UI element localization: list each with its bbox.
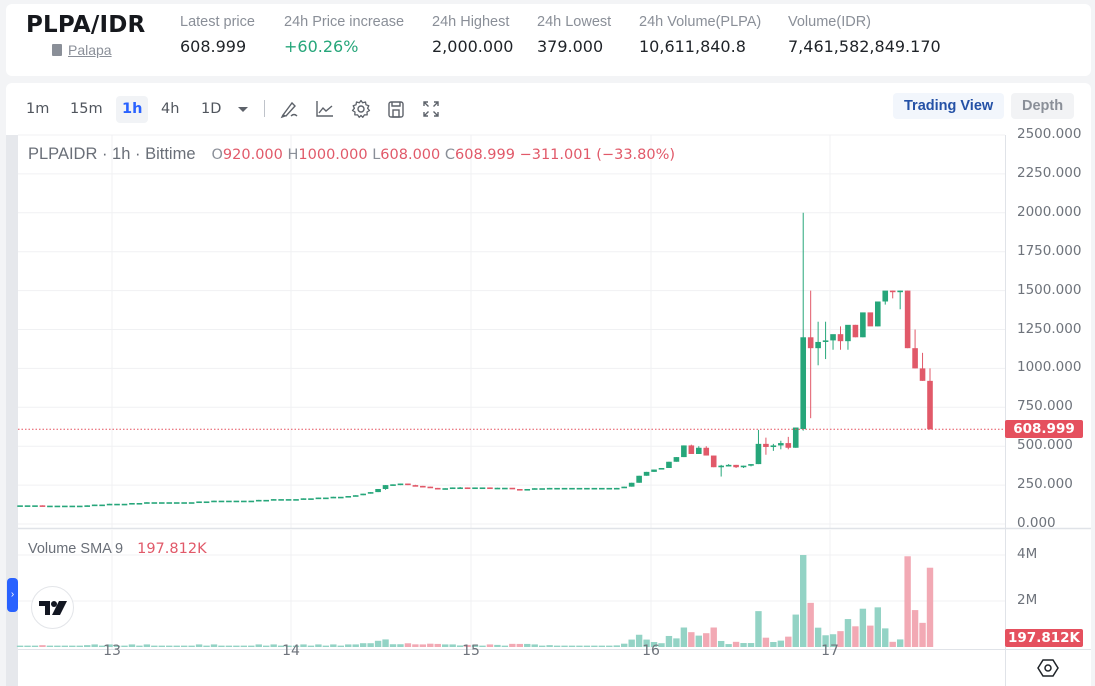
drawing-sidebar-collapsed <box>6 135 18 686</box>
change-value: −311.001 (−33.80%) <box>519 147 676 163</box>
chevron-down-icon[interactable] <box>232 98 254 120</box>
coin-name[interactable]: Palapa <box>68 42 112 58</box>
last-price-label: 608.999 <box>1005 420 1083 438</box>
price-axis-label: 1750.000 <box>1017 242 1082 259</box>
expand-sidebar-button[interactable]: › <box>7 578 18 612</box>
stat-24h-volume-base: 24h Volume(PLPA) 10,611,840.8 <box>639 14 762 56</box>
price-axis-label: 750.000 <box>1017 398 1073 415</box>
last-volume-label: 197.812K <box>1005 629 1083 647</box>
symbol-label: PLPAIDR · 1h · Bittime <box>28 145 196 163</box>
volume-axis-label: 2M <box>1017 592 1038 608</box>
chart-toolbar: 1m 15m 1h 4h 1D Trading View Depth <box>6 83 1091 133</box>
time-axis-label: 15 <box>462 643 480 659</box>
price-axis-label: 250.000 <box>1017 476 1073 493</box>
tab-1h[interactable]: 1h <box>116 96 149 123</box>
price-axis-label: 1250.000 <box>1017 320 1082 337</box>
volume-legend: Volume SMA 9 197.812K <box>28 541 207 557</box>
time-axis-label: 14 <box>282 643 300 659</box>
stat-24h-low: 24h Lowest 379.000 <box>537 14 612 56</box>
ohlc-values: O920.000 H1000.000 L608.000 C608.999 −31… <box>211 147 676 163</box>
price-axis-label: 1000.000 <box>1017 359 1082 376</box>
time-axis-label: 13 <box>103 643 121 659</box>
trading-view-tab[interactable]: Trading View <box>893 93 1005 119</box>
save-icon[interactable] <box>385 98 407 120</box>
stat-24h-high: 24h Highest 2,000.000 <box>432 14 514 56</box>
chart-card: 1m 15m 1h 4h 1D Trading View Depth › PLP… <box>6 83 1091 686</box>
coin-info-link[interactable]: Palapa <box>52 42 112 58</box>
volume-axis-label: 4M <box>1017 546 1038 562</box>
tab-15m[interactable]: 15m <box>70 101 103 117</box>
pair-title: PLPA/IDR <box>26 12 146 38</box>
depth-tab[interactable]: Depth <box>1011 93 1075 119</box>
price-axis-label: 2250.000 <box>1017 164 1082 181</box>
tab-4h[interactable]: 4h <box>161 101 180 117</box>
price-axis-label: 2500.000 <box>1017 126 1082 142</box>
tradingview-logo-icon <box>38 600 67 615</box>
tab-1d[interactable]: 1D <box>201 101 222 117</box>
price-axis-label: 1500.000 <box>1017 281 1082 298</box>
chart-legend: PLPAIDR · 1h · Bittime O920.000 H1000.00… <box>28 145 675 164</box>
gear-icon[interactable] <box>350 98 372 120</box>
book-icon <box>52 44 62 56</box>
fullscreen-icon[interactable] <box>420 98 442 120</box>
draw-icon[interactable] <box>279 98 301 120</box>
chart-settings-icon[interactable] <box>1037 657 1059 679</box>
toolbar-divider <box>264 100 265 117</box>
time-axis-label: 17 <box>821 643 839 659</box>
stat-price-change: 24h Price increase +60.26% <box>284 14 405 56</box>
candlestick-chart[interactable] <box>6 83 1091 686</box>
price-axis-label: 500.000 <box>1017 437 1073 454</box>
indicator-icon[interactable] <box>314 98 336 120</box>
tab-1m[interactable]: 1m <box>26 101 50 117</box>
price-axis-label: 0.000 <box>1017 515 1056 531</box>
stat-latest-price: Latest price 608.999 <box>180 14 255 56</box>
time-axis-label: 16 <box>642 643 660 659</box>
tradingview-logo[interactable] <box>31 586 74 629</box>
ticker-bar: PLPA/IDR Palapa Latest price 608.999 24h… <box>6 4 1091 76</box>
stat-24h-volume-quote: Volume(IDR) 7,461,582,849.170 <box>788 14 941 56</box>
price-axis-label: 2000.000 <box>1017 203 1082 220</box>
